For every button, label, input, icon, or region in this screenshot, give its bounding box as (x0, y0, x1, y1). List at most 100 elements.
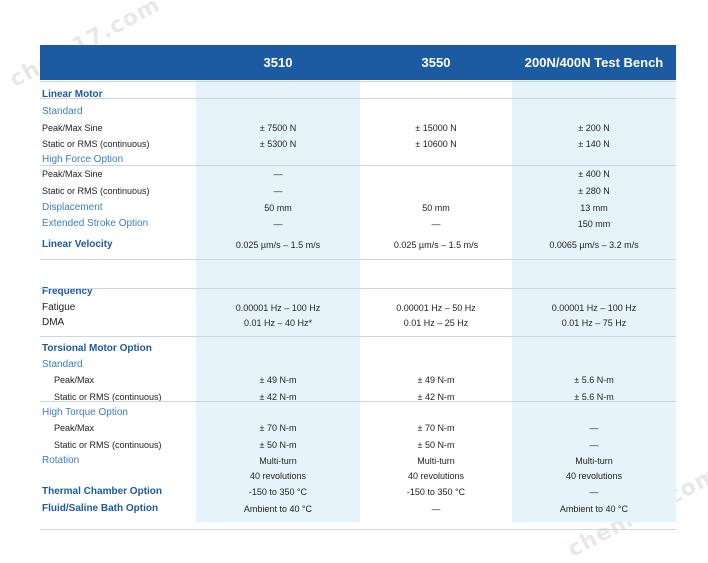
cell-value: — (589, 423, 599, 433)
cell-value: ± 10600 N (415, 139, 457, 149)
row-divider (40, 98, 676, 99)
cell-value: — (589, 487, 599, 497)
row-divider (40, 81, 676, 82)
row-label: Standard (42, 106, 83, 117)
cell-value: ± 5.6 N-m (574, 392, 614, 402)
row-label: Peak/Max Sine (42, 169, 103, 179)
table-row: Static or RMS (continuous) — ± 280 N (40, 184, 676, 198)
table-row: Peak/Max Sine ± 7500 N ± 15000 N ± 200 N (40, 121, 676, 135)
cell-value: ± 5300 N (259, 139, 297, 149)
row-label: Fluid/Saline Bath Option (42, 503, 159, 514)
row-label: Peak/Max (54, 423, 95, 433)
row-label: Linear Velocity (42, 239, 113, 250)
spec-table: 3510 3550 200N/400N Test Bench Linear Mo… (40, 45, 676, 530)
header-3510: 3510 (263, 55, 293, 70)
table-row: Standard (40, 105, 676, 119)
table-row: High Torque Option (40, 406, 676, 420)
row-label: Standard (42, 359, 83, 370)
table-row: Frequency (40, 285, 676, 299)
table-row: High Force Option (40, 153, 676, 167)
cell-value: 0.025 µm/s – 1.5 m/s (235, 240, 321, 250)
cell-value: Multi-turn (259, 456, 297, 466)
table-header: 3510 3550 200N/400N Test Bench (40, 45, 676, 80)
cell-value: ± 140 N (578, 139, 610, 149)
row-label: Static or RMS (continuous) (54, 392, 162, 402)
row-label: Static or RMS (continuous) (42, 186, 150, 196)
cell-value: ± 7500 N (259, 123, 297, 133)
cell-value: 0.0065 µm/s – 3.2 m/s (549, 240, 639, 250)
row-divider (40, 288, 676, 289)
table-row: Fluid/Saline Bath Option Ambient to 40 °C… (40, 502, 676, 516)
cell-value: 0.01 Hz – 25 Hz (403, 318, 469, 328)
table-row: Static or RMS (continuous) ± 5300 N ± 1060… (40, 137, 676, 151)
cell-value: 40 revolutions (249, 471, 307, 481)
row-divider (40, 529, 676, 530)
cell-value: ± 15000 N (415, 123, 457, 133)
cell-value: — (431, 504, 441, 514)
row-divider (40, 336, 676, 337)
row-label: Static or RMS (continuous) (42, 139, 150, 149)
table-row: Displacement 50 mm 50 mm 13 mm (40, 201, 676, 215)
cell-value: 0.025 µm/s – 1.5 m/s (393, 240, 479, 250)
cell-value: Ambient to 40 °C (243, 504, 313, 514)
row-divider (40, 165, 676, 166)
cell-value: ± 49 N-m (259, 375, 297, 385)
cell-value: — (589, 440, 599, 450)
cell-value: Multi-turn (417, 456, 455, 466)
cell-value: ± 400 N (578, 169, 610, 179)
cell-value: ± 50 N-m (417, 440, 455, 450)
cell-value: 0.00001 Hz – 50 Hz (396, 303, 476, 313)
table-row: Peak/Max ± 70 N-m ± 70 N-m — (40, 421, 676, 435)
header-3550: 3550 (421, 55, 451, 70)
table-row: Linear Motor (40, 88, 676, 102)
cell-value: ± 200 N (578, 123, 610, 133)
cell-value: 40 revolutions (407, 471, 465, 481)
table-row: Peak/Max Sine — ± 400 N (40, 167, 676, 181)
row-label: Linear Motor (42, 89, 103, 100)
cell-value: 0.01 Hz – 75 Hz (561, 318, 627, 328)
table-row: Torsional Motor Option (40, 342, 676, 356)
cell-value: 150 mm (577, 219, 611, 229)
row-label: Peak/Max (54, 375, 95, 385)
cell-value: 50 mm (422, 203, 450, 213)
row-label: Peak/Max Sine (42, 123, 103, 133)
cell-value: -150 to 350 °C (248, 487, 308, 497)
table-row: Static or RMS (continuous) ± 42 N-m ± 42 N… (40, 390, 676, 404)
cell-value: — (431, 219, 441, 229)
cell-value: — (273, 169, 283, 179)
row-label: Thermal Chamber Option (42, 486, 163, 497)
cell-value: 13 mm (580, 203, 608, 213)
table-row: Standard (40, 358, 676, 372)
row-divider (40, 259, 676, 260)
cell-value: ± 5.6 N-m (574, 375, 614, 385)
row-divider (40, 401, 676, 402)
cell-value: -150 to 350 °C (406, 487, 466, 497)
row-label: Static or RMS (continuous) (54, 440, 162, 450)
table-row: Extended Stroke Option — — 150 mm (40, 217, 676, 231)
header-test-bench: 200N/400N Test Bench (524, 55, 664, 70)
table-row: 40 revolutions 40 revolutions 40 revolutio… (40, 469, 676, 483)
table-row: Fatigue 0.00001 Hz – 100 Hz 0.00001 Hz – 5… (40, 301, 676, 315)
table-row: DMA 0.01 Hz – 40 Hz* 0.01 Hz – 25 Hz 0.01 H… (40, 316, 676, 330)
cell-value: ± 42 N-m (259, 392, 297, 402)
cell-value: ± 280 N (578, 186, 610, 196)
col-bench-shade (512, 80, 676, 522)
cell-value: ± 70 N-m (259, 423, 297, 433)
cell-value: ± 42 N-m (417, 392, 455, 402)
row-label: Extended Stroke Option (42, 218, 149, 229)
row-label: High Torque Option (42, 407, 128, 418)
cell-value: 0.00001 Hz – 100 Hz (551, 303, 637, 313)
row-label: Torsional Motor Option (42, 343, 152, 354)
table-row: Peak/Max ± 49 N-m ± 49 N-m ± 5.6 N-m (40, 373, 676, 387)
cell-value: 0.00001 Hz – 100 Hz (235, 303, 321, 313)
cell-value: Multi-turn (575, 456, 613, 466)
table-row: Linear Velocity 0.025 µm/s – 1.5 m/s 0.025… (40, 238, 676, 252)
row-label: DMA (42, 317, 65, 328)
cell-value: 0.01 Hz – 40 Hz* (243, 318, 313, 328)
row-label: Rotation (42, 455, 80, 466)
cell-value: 40 revolutions (565, 471, 623, 481)
row-label: Fatigue (42, 302, 76, 313)
cell-value: — (273, 186, 283, 196)
table-row: Rotation Multi-turn Multi-turn Multi-turn (40, 454, 676, 468)
cell-value: ± 70 N-m (417, 423, 455, 433)
